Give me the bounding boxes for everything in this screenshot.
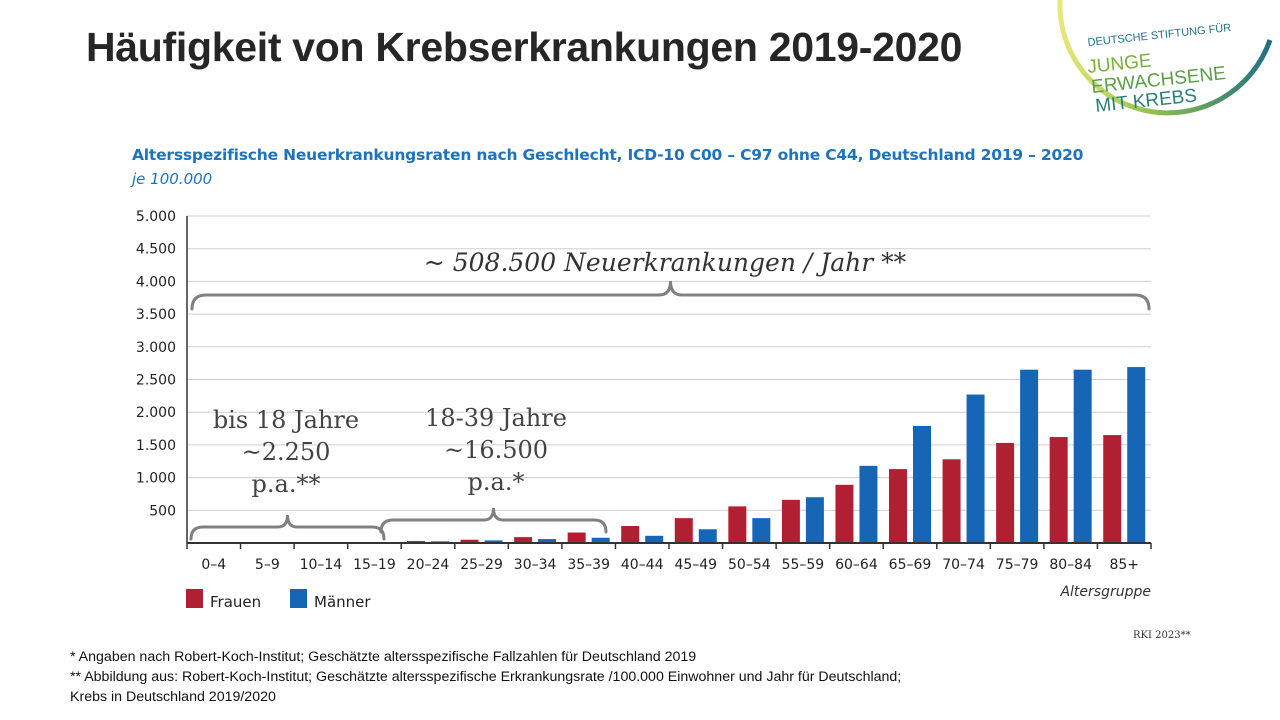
x-axis-label: Altersgruppe bbox=[1059, 584, 1151, 600]
x-tick-label: 20–24 bbox=[407, 557, 450, 573]
x-tick-label: 60–64 bbox=[835, 557, 878, 573]
legend-swatch-frauen bbox=[186, 589, 203, 608]
footnote-1: * Angaben nach Robert-Koch-Institut; Ges… bbox=[70, 649, 697, 665]
chart-title: Altersspezifische Neuerkrankungsraten na… bbox=[132, 146, 1084, 164]
bar-maenner bbox=[1127, 367, 1146, 543]
bar-maenner bbox=[805, 497, 824, 543]
x-tick-label: 0–4 bbox=[201, 557, 226, 573]
y-tick-label: 1.500 bbox=[136, 438, 176, 454]
y-tick-label: 500 bbox=[149, 503, 176, 519]
footnote-3: Krebs in Deutschland 2019/2020 bbox=[70, 689, 276, 705]
brace-bis-18 bbox=[189, 514, 386, 541]
x-tick-label: 65–69 bbox=[889, 557, 932, 573]
bar-frauen bbox=[835, 484, 854, 543]
brace-18-39 bbox=[379, 507, 608, 534]
x-tick-label: 75–79 bbox=[996, 557, 1039, 573]
bar-maenner bbox=[859, 465, 878, 543]
bar-maenner bbox=[591, 537, 610, 543]
y-tick-label: 2.500 bbox=[136, 373, 176, 389]
annotation-bis-18-line: bis 18 Jahre bbox=[213, 406, 359, 434]
legend-label-frauen: Frauen bbox=[210, 593, 261, 611]
x-tick-label: 80–84 bbox=[1049, 557, 1092, 573]
annotation-total: ~ 508.500 Neuerkrankungen / Jahr ** bbox=[424, 248, 907, 277]
x-tick-label: 85+ bbox=[1109, 557, 1139, 573]
bar-frauen bbox=[728, 506, 747, 543]
annotation-bis-18-line: p.a.** bbox=[252, 470, 321, 498]
x-tick-label: 40–44 bbox=[621, 557, 664, 573]
footnotes: * Angaben nach Robert-Koch-Institut; Ges… bbox=[70, 647, 901, 707]
source-label: RKI 2023** bbox=[1133, 630, 1191, 641]
bar-frauen bbox=[514, 537, 533, 543]
bar-maenner bbox=[645, 535, 664, 543]
bar-maenner bbox=[1020, 369, 1039, 543]
bar-frauen bbox=[567, 532, 586, 543]
y-tick-label: 3.000 bbox=[136, 340, 176, 356]
y-tick-label: 5.000 bbox=[136, 209, 176, 225]
y-tick-label: 1.000 bbox=[136, 471, 176, 487]
footnote-2: ** Abbildung aus: Robert-Koch-Institut; … bbox=[70, 669, 902, 685]
bar-maenner bbox=[698, 529, 717, 543]
legend-swatch-maenner bbox=[290, 589, 307, 608]
bar-frauen bbox=[942, 459, 961, 543]
x-tick-label: 55–59 bbox=[782, 557, 825, 573]
bar-frauen bbox=[621, 525, 640, 543]
annotation-18-39-line: p.a.* bbox=[468, 468, 525, 496]
x-tick-label: 70–74 bbox=[942, 557, 985, 573]
bar-frauen bbox=[1103, 435, 1122, 543]
x-tick-label: 5–9 bbox=[255, 557, 280, 573]
x-tick-label: 45–49 bbox=[674, 557, 717, 573]
y-tick-label: 2.000 bbox=[136, 405, 176, 421]
y-tick-label: 3.500 bbox=[136, 307, 176, 323]
x-tick-label: 25–29 bbox=[460, 557, 503, 573]
page-title: Häufigkeit von Krebserkrankungen 2019-20… bbox=[86, 24, 963, 70]
legend-label-maenner: Männer bbox=[314, 593, 371, 611]
bar-maenner bbox=[538, 539, 557, 543]
bar-maenner bbox=[913, 425, 931, 543]
chart-subtitle: je 100.000 bbox=[132, 170, 213, 188]
bar-maenner bbox=[484, 540, 503, 543]
bar-frauen bbox=[1049, 437, 1068, 543]
bar-frauen bbox=[889, 469, 907, 543]
foundation-logo: DEUTSCHE STIFTUNG FÜR JUNGE ERWACHSENE M… bbox=[1057, 0, 1273, 117]
bar-maenner bbox=[966, 394, 985, 543]
x-tick-label: 50–54 bbox=[728, 557, 771, 573]
x-tick-label: 15–19 bbox=[353, 557, 396, 573]
x-tick-label: 35–39 bbox=[567, 557, 610, 573]
bar-frauen bbox=[460, 539, 479, 543]
bar-frauen bbox=[674, 518, 693, 543]
annotation-18-39-line: ~16.500 bbox=[444, 436, 548, 464]
annotation-bis-18-line: ~2.250 bbox=[242, 438, 331, 466]
logo-ring bbox=[1057, 0, 1273, 116]
brace-total bbox=[190, 280, 1151, 311]
bar-maenner bbox=[752, 518, 771, 543]
y-tick-label: 4.500 bbox=[136, 242, 176, 258]
bar-maenner bbox=[1073, 369, 1092, 543]
bar-frauen bbox=[996, 442, 1015, 543]
bar-frauen bbox=[781, 499, 800, 543]
x-tick-label: 30–34 bbox=[514, 557, 557, 573]
x-tick-label: 10–14 bbox=[300, 557, 343, 573]
y-tick-label: 4.000 bbox=[136, 274, 176, 290]
annotation-18-39-line: 18-39 Jahre bbox=[425, 404, 567, 432]
